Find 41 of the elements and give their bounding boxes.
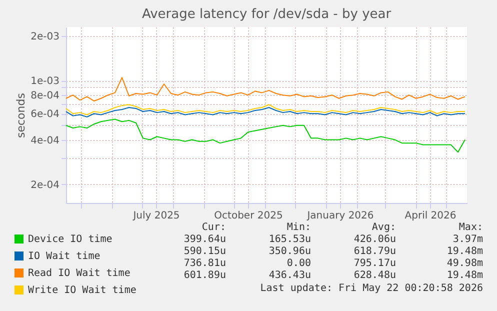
- chart-title: Average latency for /dev/sda - by year: [142, 7, 392, 22]
- text: 49.98m: [446, 258, 483, 269]
- x-tick-label: October 2025: [214, 210, 283, 222]
- y-tick-label: 2e-04: [30, 180, 60, 191]
- x-tick-label: July 2025: [132, 210, 180, 222]
- text: 19.48m: [446, 246, 483, 257]
- y-axis-title: seconds: [14, 92, 28, 138]
- legend-label: IO Wait time: [28, 251, 100, 262]
- text: 436.43u: [268, 270, 311, 281]
- line-series: [66, 77, 466, 102]
- legend-label: Device IO time: [28, 234, 112, 245]
- text: 426.06u: [354, 234, 396, 245]
- y-tick-label: 1e-03: [30, 76, 60, 88]
- text: 165.53u: [268, 234, 311, 245]
- text: 0.00: [286, 258, 311, 269]
- text: Max:: [458, 222, 483, 233]
- y-tick-label: 8e-04: [30, 90, 60, 102]
- x-tick-label: April 2026: [404, 210, 456, 222]
- text: Avg:: [372, 222, 396, 233]
- text: Last update: Fri May 22 00:20:58 2026: [260, 283, 483, 294]
- text: 590.15u: [184, 246, 226, 257]
- text: 601.89u: [184, 270, 226, 281]
- text: Cur:: [202, 222, 226, 233]
- line-series: [66, 118, 466, 153]
- text: 736.81u: [184, 258, 226, 269]
- line-series: [66, 104, 466, 116]
- text: 618.79u: [354, 246, 396, 257]
- text: 3.97m: [452, 234, 483, 245]
- text: Min:: [286, 222, 311, 233]
- x-tick-label: January 2026: [306, 210, 374, 222]
- text: 399.64u: [184, 234, 226, 245]
- y-tick-label: 2e-03: [30, 32, 60, 43]
- text: 19.48m: [446, 270, 483, 281]
- text: 795.17u: [354, 258, 396, 269]
- line-series: [66, 106, 466, 118]
- text: 350.96u: [268, 246, 311, 257]
- y-tick-label: 4e-04: [30, 135, 60, 146]
- legend-label: Write IO Wait time: [28, 285, 136, 296]
- y-tick-label: 6e-04: [30, 109, 60, 120]
- text: 628.48u: [354, 270, 396, 281]
- legend-label: Read IO Wait time: [28, 268, 130, 279]
